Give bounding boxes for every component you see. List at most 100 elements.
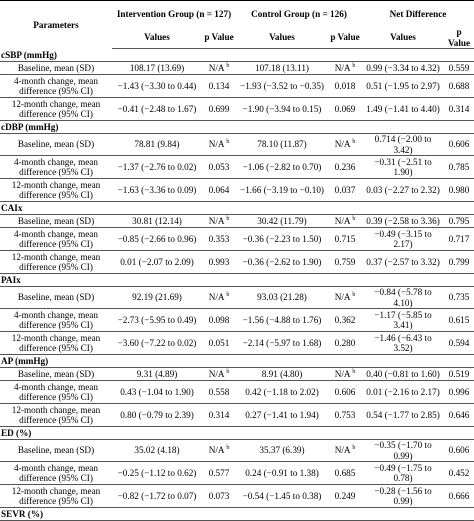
cell: 0.785 [444, 155, 474, 179]
data-row: 12-month change, mean difference (95% CI… [0, 403, 474, 427]
cell: 92.19 (21.69) [112, 286, 202, 309]
cell: 0.249 [328, 484, 363, 508]
footnote-mark: b [352, 62, 356, 69]
row-label: 12-month change, mean difference (95% CI… [0, 484, 112, 508]
cell: −0.54 (−1.45 to 0.38) [236, 484, 328, 508]
row-label: 12-month change, mean difference (95% CI… [0, 178, 112, 202]
cell: 0.40 (−0.81 to 1.60) [362, 367, 445, 381]
row-label: 12-month change, mean difference (95% CI… [0, 403, 112, 427]
cell: −1.17 (−5.85 to 3.41) [362, 308, 445, 332]
section-row: ED (%) [0, 426, 474, 440]
data-row: Baseline, mean (SD) 35.02 (4.18) N/A b 35.3… [0, 439, 474, 462]
cell: 0.236 [328, 155, 363, 179]
subheader-row: Values p Value Values p Value Values p Value [0, 27, 474, 49]
row-label: 4-month change, mean difference (95% CI) [0, 227, 112, 251]
cell: −2.73 (−5.95 to 0.49) [112, 308, 202, 332]
section-row: cSBP (mmHg) [0, 48, 474, 62]
cell: 0.615 [444, 308, 474, 332]
cell: 0.280 [328, 331, 363, 355]
cell: 0.314 [202, 403, 236, 427]
cell: N/A b [202, 439, 236, 462]
row-label: Baseline, mean (SD) [0, 367, 112, 381]
data-row: 12-month change, mean difference (95% CI… [0, 178, 474, 202]
cell: 0.795 [444, 214, 474, 228]
cell: 35.02 (4.18) [112, 439, 202, 462]
footnote-mark: b [352, 368, 356, 375]
cell-text: N/A [334, 139, 351, 150]
cell: −2.14 (−5.97 to 1.68) [236, 331, 328, 355]
cell: 30.42 (11.79) [236, 214, 328, 228]
footnote-mark: b [352, 292, 356, 299]
subheader-cell: Values [362, 27, 445, 49]
cell: −1.06 (−2.82 to 0.70) [236, 155, 328, 179]
cell: 93.03 (21.28) [236, 286, 328, 309]
cell: 0.685 [328, 461, 363, 485]
section-title: ED (%) [0, 426, 474, 440]
cell: −1.46 (−6.43 to 3.52) [362, 331, 445, 355]
data-row: Baseline, mean (SD) 92.19 (21.69) N/A b 93.… [0, 286, 474, 309]
cell: N/A b [202, 214, 236, 228]
cell: −0.36 (−2.62 to 1.90) [236, 250, 328, 274]
cell: 0.018 [328, 74, 363, 98]
cell: −0.41 (−2.48 to 1.67) [112, 97, 202, 121]
cell-text: N/A [334, 445, 351, 456]
cell: 0.996 [444, 380, 474, 404]
cell: N/A b [202, 133, 236, 156]
row-label: 12-month change, mean difference (95% CI… [0, 331, 112, 355]
data-row: 4-month change, mean difference (95% CI)… [0, 380, 474, 404]
cell: 0.01 (−2.07 to 2.09) [112, 250, 202, 274]
cell: −0.49 (−3.15 to 2.17) [362, 227, 445, 251]
cell: N/A b [328, 286, 363, 309]
cell: 1.49 (−1.41 to 4.40) [362, 97, 445, 121]
data-row: 12-month change, mean difference (95% CI… [0, 97, 474, 121]
cell: 0.735 [444, 286, 474, 309]
section-title: AP (mmHg) [0, 354, 474, 368]
row-label: 4-month change, mean difference (95% CI) [0, 380, 112, 404]
cell: N/A b [328, 439, 363, 462]
cell: −3.60 (−7.22 to 0.02) [112, 331, 202, 355]
data-row: 12-month change, mean difference (95% CI… [0, 484, 474, 508]
subheader-cell: Values [236, 27, 328, 49]
cell: 0.519 [444, 367, 474, 381]
cell: −1.90 (−3.94 to 0.15) [236, 97, 328, 121]
cell: 0.688 [444, 74, 474, 98]
cell: 0.606 [444, 439, 474, 462]
footnote-mark: b [352, 215, 356, 222]
cell: 0.666 [444, 484, 474, 508]
cell: 0.980 [444, 178, 474, 202]
cell: 0.606 [328, 380, 363, 404]
cell: 0.43 (−1.04 to 1.90) [112, 380, 202, 404]
header-cell: Intervention Group (n = 127) [112, 0, 236, 27]
cell: −1.56 (−4.88 to 1.76) [236, 308, 328, 332]
footnote-mark: b [226, 62, 230, 69]
row-label: Baseline, mean (SD) [0, 61, 112, 75]
cell: 0.993 [202, 250, 236, 274]
data-row: 4-month change, mean difference (95% CI)… [0, 74, 474, 98]
cell: 0.353 [202, 227, 236, 251]
row-label: 12-month change, mean difference (95% CI… [0, 97, 112, 121]
footnote-mark: b [352, 445, 356, 452]
cell: 0.03 (−2.27 to 2.32) [362, 178, 445, 202]
cell-text: N/A [334, 215, 351, 226]
cell: 0.714 (−2.00 to 3.42) [362, 133, 445, 156]
data-row: Baseline, mean (SD) 78.81 (9.84) N/A b 78.1… [0, 133, 474, 156]
row-label: 4-month change, mean difference (95% CI) [0, 308, 112, 332]
row-label: 4-month change, mean difference (95% CI) [0, 155, 112, 179]
cell: 0.577 [202, 461, 236, 485]
data-row: Baseline, mean (SD) 108.17 (13.69) N/A b 10… [0, 61, 474, 75]
section-row: SEVR (%) [0, 507, 474, 521]
cell: −0.31 (−2.51 to 1.90) [362, 155, 445, 179]
cell: N/A b [328, 61, 363, 75]
row-label: Baseline, mean (SD) [0, 439, 112, 462]
cell: 0.799 [444, 250, 474, 274]
cell: N/A b [328, 133, 363, 156]
section-title: cDBP (mmHg) [0, 120, 474, 134]
cell: 0.24 (−0.91 to 1.38) [236, 461, 328, 485]
cell: 0.39 (−2.58 to 3.36) [362, 214, 445, 228]
footnote-mark: b [226, 368, 230, 375]
cell-text: N/A [208, 445, 225, 456]
cell: 0.99 (−3.34 to 4.32) [362, 61, 445, 75]
header-cell: Net Difference [362, 0, 474, 27]
cell: −0.36 (−2.23 to 1.50) [236, 227, 328, 251]
